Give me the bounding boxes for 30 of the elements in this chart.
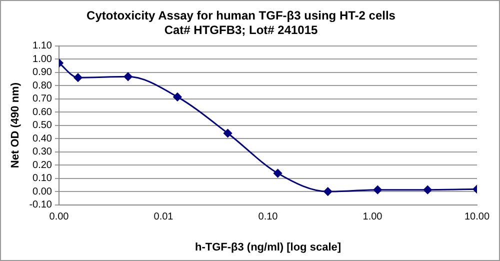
y-tick-label: 1.00 <box>32 54 52 65</box>
point <box>173 92 182 102</box>
y-tick-label: -0.10 <box>29 200 52 211</box>
chart-subtitle: Cat# HTGFB3; Lot# 241015 <box>164 22 318 37</box>
point <box>324 187 332 196</box>
y-tick-label: 0.80 <box>32 80 52 92</box>
y-tick-label: 0.30 <box>32 146 52 158</box>
chart-title: Cytotoxicity Assay for human TGF-β3 using HT-2 cells <box>86 8 396 23</box>
y-tick-label: 0.50 <box>32 120 52 132</box>
y-tick-label: 0.20 <box>32 160 52 171</box>
y-tick-label: 0.90 <box>32 67 52 78</box>
y-tick-label: 1.10 <box>32 40 52 52</box>
x-tick-label: 10.00 <box>464 212 490 223</box>
point <box>224 129 232 138</box>
x-axis-title: h-TGF-β3 (ng/ml) [log scale] <box>194 241 342 254</box>
x-tick-label: 0.10 <box>258 212 278 223</box>
x-tick-label: 0.01 <box>154 212 174 223</box>
x-tick-label: 0.00 <box>49 212 70 223</box>
y-tick-label: 0.60 <box>32 106 52 118</box>
point <box>373 186 382 194</box>
y-tick-label: 0.40 <box>32 133 52 144</box>
x-tick-label: 1.00 <box>362 212 383 223</box>
point <box>124 72 132 81</box>
point <box>74 73 82 82</box>
y-axis-title: Net OD (490 nm) <box>10 82 22 168</box>
y-tick-label: 0.00 <box>32 186 52 198</box>
y-tick-label: 0.10 <box>32 173 52 184</box>
y-tick-label: 0.70 <box>32 94 52 105</box>
point <box>423 186 432 194</box>
point <box>274 169 282 178</box>
